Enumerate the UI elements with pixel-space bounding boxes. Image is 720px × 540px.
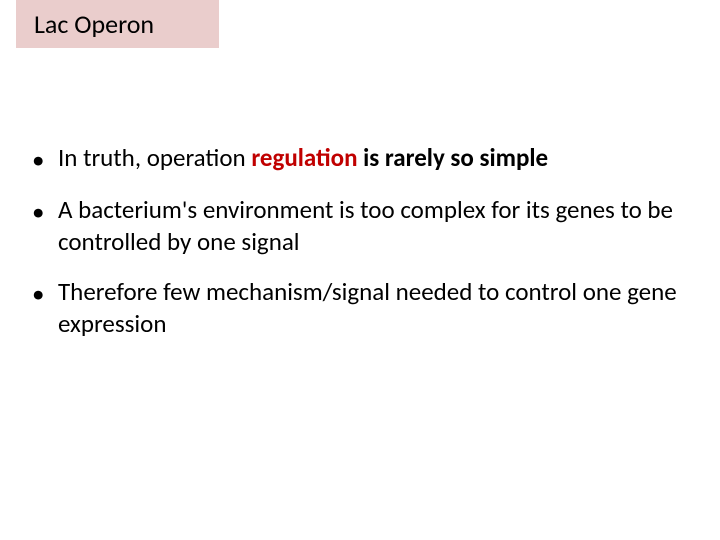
bullet-emphasis-rest: is rarely so simple <box>358 142 549 173</box>
bullet-emphasis-red: regulation <box>251 142 357 173</box>
bullet-prefix: In truth, operation <box>58 142 251 173</box>
title-box: Lac Operon <box>16 0 219 48</box>
slide-title: Lac Operon <box>34 8 154 40</box>
bullet-marker: • <box>32 194 58 258</box>
bullet-item: • In truth, operation regulation is rare… <box>32 142 678 176</box>
bullet-item: • A bacterium's environment is too compl… <box>32 194 678 258</box>
bullet-text: A bacterium's environment is too complex… <box>58 194 678 258</box>
bullet-marker: • <box>32 276 58 340</box>
bullet-text: In truth, operation regulation is rarely… <box>58 142 678 176</box>
bullet-marker: • <box>32 142 58 176</box>
content-area: • In truth, operation regulation is rare… <box>32 142 678 358</box>
bullet-text: Therefore few mechanism/signal needed to… <box>58 276 678 340</box>
bullet-item: • Therefore few mechanism/signal needed … <box>32 276 678 340</box>
